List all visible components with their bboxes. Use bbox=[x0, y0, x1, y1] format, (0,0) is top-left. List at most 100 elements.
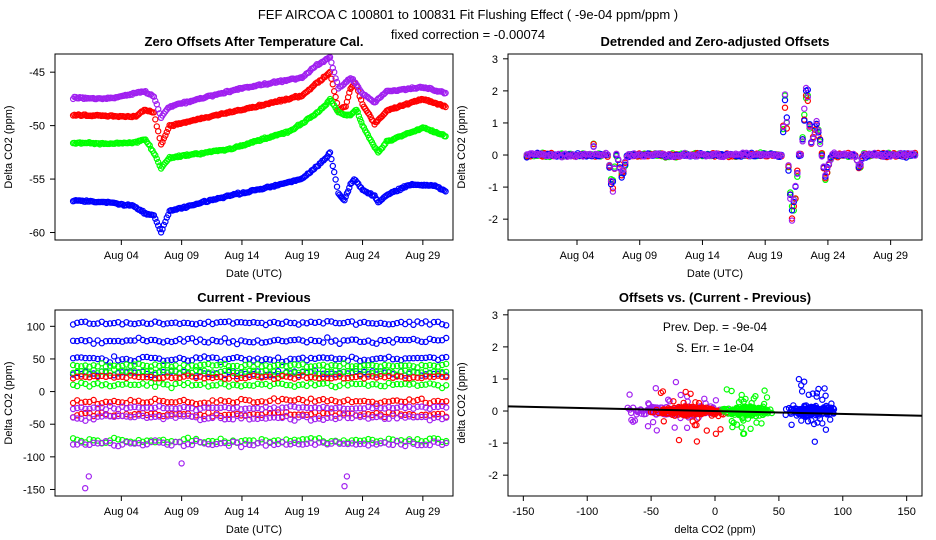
point-purple bbox=[677, 391, 684, 399]
point-red bbox=[373, 400, 380, 407]
point-blue bbox=[324, 318, 331, 325]
point-green bbox=[740, 430, 747, 437]
point-blue bbox=[340, 337, 347, 344]
point-blue bbox=[806, 120, 813, 128]
point-blue bbox=[123, 337, 130, 344]
point-red bbox=[414, 374, 421, 381]
point-red bbox=[180, 373, 187, 380]
point-red bbox=[246, 411, 253, 419]
point-blue bbox=[402, 355, 409, 362]
point-blue bbox=[418, 354, 425, 362]
point-red bbox=[172, 374, 179, 381]
point-green bbox=[787, 189, 794, 196]
point-red bbox=[352, 373, 360, 381]
point-green bbox=[430, 362, 438, 369]
point-purple bbox=[102, 406, 110, 413]
point-purple bbox=[652, 385, 660, 392]
point-purple bbox=[712, 397, 720, 404]
point-green bbox=[442, 133, 449, 140]
point-purple bbox=[336, 440, 343, 447]
point-green bbox=[258, 381, 265, 388]
point-purple bbox=[602, 149, 610, 157]
point-purple bbox=[430, 438, 438, 445]
point-blue bbox=[86, 337, 93, 344]
point-red bbox=[390, 105, 397, 112]
point-purple bbox=[806, 123, 813, 131]
point-blue bbox=[295, 336, 302, 343]
point-purple bbox=[418, 441, 425, 449]
point-green bbox=[110, 366, 118, 373]
point-purple bbox=[671, 424, 678, 431]
point-blue bbox=[164, 337, 171, 345]
point-purple bbox=[270, 414, 278, 421]
point-red bbox=[414, 396, 421, 404]
point-purple bbox=[899, 152, 906, 160]
point-green bbox=[393, 380, 401, 388]
point-purple bbox=[180, 403, 187, 411]
point-red bbox=[262, 373, 269, 380]
point-green bbox=[393, 362, 401, 370]
point-purple bbox=[418, 413, 425, 421]
point-purple bbox=[414, 403, 421, 410]
point-blue bbox=[385, 321, 392, 328]
point-red bbox=[590, 140, 597, 148]
point-red bbox=[283, 373, 290, 380]
y-tick-label: 100 bbox=[27, 321, 45, 333]
point-green bbox=[352, 436, 360, 444]
point-green bbox=[217, 380, 224, 387]
point-green bbox=[98, 368, 106, 375]
point-blue bbox=[344, 337, 351, 344]
point-purple bbox=[180, 413, 187, 420]
point-blue bbox=[426, 335, 433, 342]
x-tick-label: Aug 19 bbox=[285, 506, 320, 518]
point-red bbox=[94, 373, 101, 380]
point-purple bbox=[344, 440, 351, 448]
point-blue bbox=[430, 318, 438, 326]
point-green bbox=[209, 437, 216, 445]
point-red bbox=[332, 93, 339, 101]
point-green bbox=[274, 361, 282, 369]
x-tick-label: -150 bbox=[512, 506, 534, 518]
point-purple bbox=[340, 440, 347, 447]
point-purple bbox=[94, 404, 101, 412]
point-purple bbox=[614, 155, 622, 163]
point-blue bbox=[106, 320, 114, 327]
point-red bbox=[689, 418, 696, 425]
point-red bbox=[703, 427, 711, 434]
point-blue bbox=[274, 336, 282, 343]
y-tick-label: 50 bbox=[33, 354, 45, 366]
point-red bbox=[250, 372, 257, 379]
point-blue bbox=[152, 215, 159, 222]
point-red bbox=[82, 398, 89, 405]
point-blue bbox=[94, 355, 101, 363]
point-purple bbox=[410, 440, 417, 447]
point-red bbox=[442, 103, 449, 111]
point-red bbox=[82, 409, 89, 417]
point-green bbox=[315, 435, 323, 442]
point-purple bbox=[69, 405, 77, 413]
x-tick-label: 0 bbox=[712, 506, 718, 518]
point-purple bbox=[631, 417, 639, 424]
point-blue bbox=[377, 354, 384, 362]
point-red bbox=[162, 132, 169, 139]
point-red bbox=[233, 375, 241, 383]
x-tick-label: Aug 04 bbox=[560, 250, 595, 262]
point-red bbox=[154, 127, 162, 135]
point-green bbox=[246, 382, 253, 389]
point-blue bbox=[291, 336, 298, 344]
point-purple bbox=[184, 441, 192, 448]
point-purple bbox=[262, 415, 269, 422]
point-green bbox=[160, 381, 167, 388]
point-purple bbox=[328, 414, 335, 421]
point-red bbox=[670, 398, 677, 405]
point-green bbox=[237, 371, 245, 378]
point-red bbox=[712, 430, 720, 437]
point-purple bbox=[816, 140, 824, 148]
point-red bbox=[680, 399, 687, 407]
point-red bbox=[717, 426, 724, 433]
point-red bbox=[426, 373, 433, 380]
point-green bbox=[369, 362, 376, 369]
point-green bbox=[295, 381, 302, 389]
point-purple bbox=[857, 162, 864, 169]
point-purple bbox=[333, 78, 341, 86]
